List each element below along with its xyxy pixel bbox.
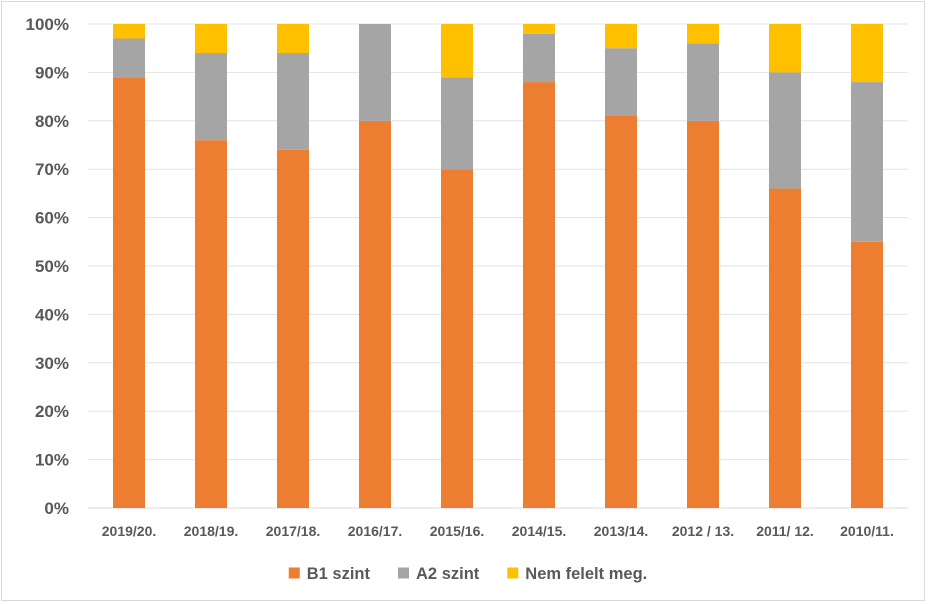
bar-segment-b1-szint bbox=[195, 140, 227, 508]
x-tick-label: 2018/19. bbox=[184, 523, 239, 539]
bar-segment-nem-felelt-meg bbox=[769, 24, 801, 73]
bar-segment-a2-szint bbox=[359, 24, 391, 121]
legend-label: B1 szint bbox=[307, 565, 371, 583]
x-tick-label: 2014/15. bbox=[512, 523, 567, 539]
bar-segment-a2-szint bbox=[277, 53, 309, 150]
x-tick-label: 2011/ 12. bbox=[756, 523, 814, 539]
y-tick-label: 70% bbox=[35, 160, 69, 179]
bar-segment-b1-szint bbox=[523, 82, 555, 508]
x-tick-label: 2013/14. bbox=[594, 523, 649, 539]
bar-segment-b1-szint bbox=[605, 115, 637, 509]
bar-segment-a2-szint bbox=[523, 33, 555, 83]
bar-segment-b1-szint bbox=[769, 188, 801, 508]
x-tick-label: 2012 / 13. bbox=[672, 523, 734, 539]
x-tick-label: 2019/20. bbox=[102, 523, 157, 539]
bar-segment-nem-felelt-meg bbox=[851, 24, 883, 83]
bar-segment-b1-szint bbox=[851, 241, 883, 509]
bar-segment-nem-felelt-meg bbox=[605, 24, 637, 49]
y-tick-label: 0% bbox=[44, 499, 69, 518]
legend-swatch bbox=[288, 567, 300, 579]
y-tick-label: 100% bbox=[26, 15, 69, 34]
bar-segment-b1-szint bbox=[441, 169, 473, 508]
x-tick-label: 2016/17. bbox=[348, 523, 403, 539]
bar-segment-a2-szint bbox=[687, 43, 719, 121]
bar-segment-a2-szint bbox=[113, 38, 145, 78]
x-tick-label: 2010/11. bbox=[840, 523, 894, 539]
y-tick-label: 50% bbox=[35, 257, 69, 276]
y-tick-label: 80% bbox=[35, 112, 69, 131]
bar-segment-nem-felelt-meg bbox=[113, 24, 145, 39]
bar-segment-nem-felelt-meg bbox=[441, 24, 473, 78]
bar-segment-a2-szint bbox=[195, 53, 227, 141]
x-axis: 2019/20. 2018/19. 2017/18. 2016/17. 2015/16.… bbox=[102, 523, 894, 539]
legend-label: Nem felelt meg. bbox=[525, 565, 647, 583]
bar-segment-nem-felelt-meg bbox=[687, 24, 719, 44]
bars bbox=[113, 24, 883, 509]
bar-segment-b1-szint bbox=[277, 149, 309, 508]
bar-segment-a2-szint bbox=[769, 72, 801, 189]
bar-segment-b1-szint bbox=[113, 77, 145, 509]
y-tick-label: 40% bbox=[35, 305, 69, 324]
bar-segment-a2-szint bbox=[441, 77, 473, 170]
legend-label: A2 szint bbox=[416, 565, 480, 583]
bar-segment-b1-szint bbox=[687, 120, 719, 509]
legend-swatch bbox=[507, 567, 519, 579]
y-tick-label: 20% bbox=[35, 402, 69, 421]
bar-segment-a2-szint bbox=[851, 82, 883, 242]
x-tick-label: 2015/16. bbox=[430, 523, 485, 539]
bar-segment-nem-felelt-meg bbox=[523, 24, 555, 34]
y-axis: 0% 10% 20% 30% 40% 50% 60% 70% 80% 90% 100% bbox=[26, 15, 69, 518]
bar-segment-b1-szint bbox=[359, 120, 391, 509]
x-tick-label: 2017/18. bbox=[266, 523, 321, 539]
y-tick-label: 30% bbox=[35, 354, 69, 373]
bar-segment-a2-szint bbox=[605, 48, 637, 116]
legend-swatch bbox=[398, 567, 410, 579]
legend: B1 szint A2 szint Nem felelt meg. bbox=[288, 565, 647, 583]
bar-segment-nem-felelt-meg bbox=[277, 24, 309, 54]
y-tick-label: 10% bbox=[35, 451, 69, 470]
y-tick-label: 60% bbox=[35, 209, 69, 228]
bar-segment-nem-felelt-meg bbox=[195, 24, 227, 54]
y-tick-label: 90% bbox=[35, 63, 69, 82]
